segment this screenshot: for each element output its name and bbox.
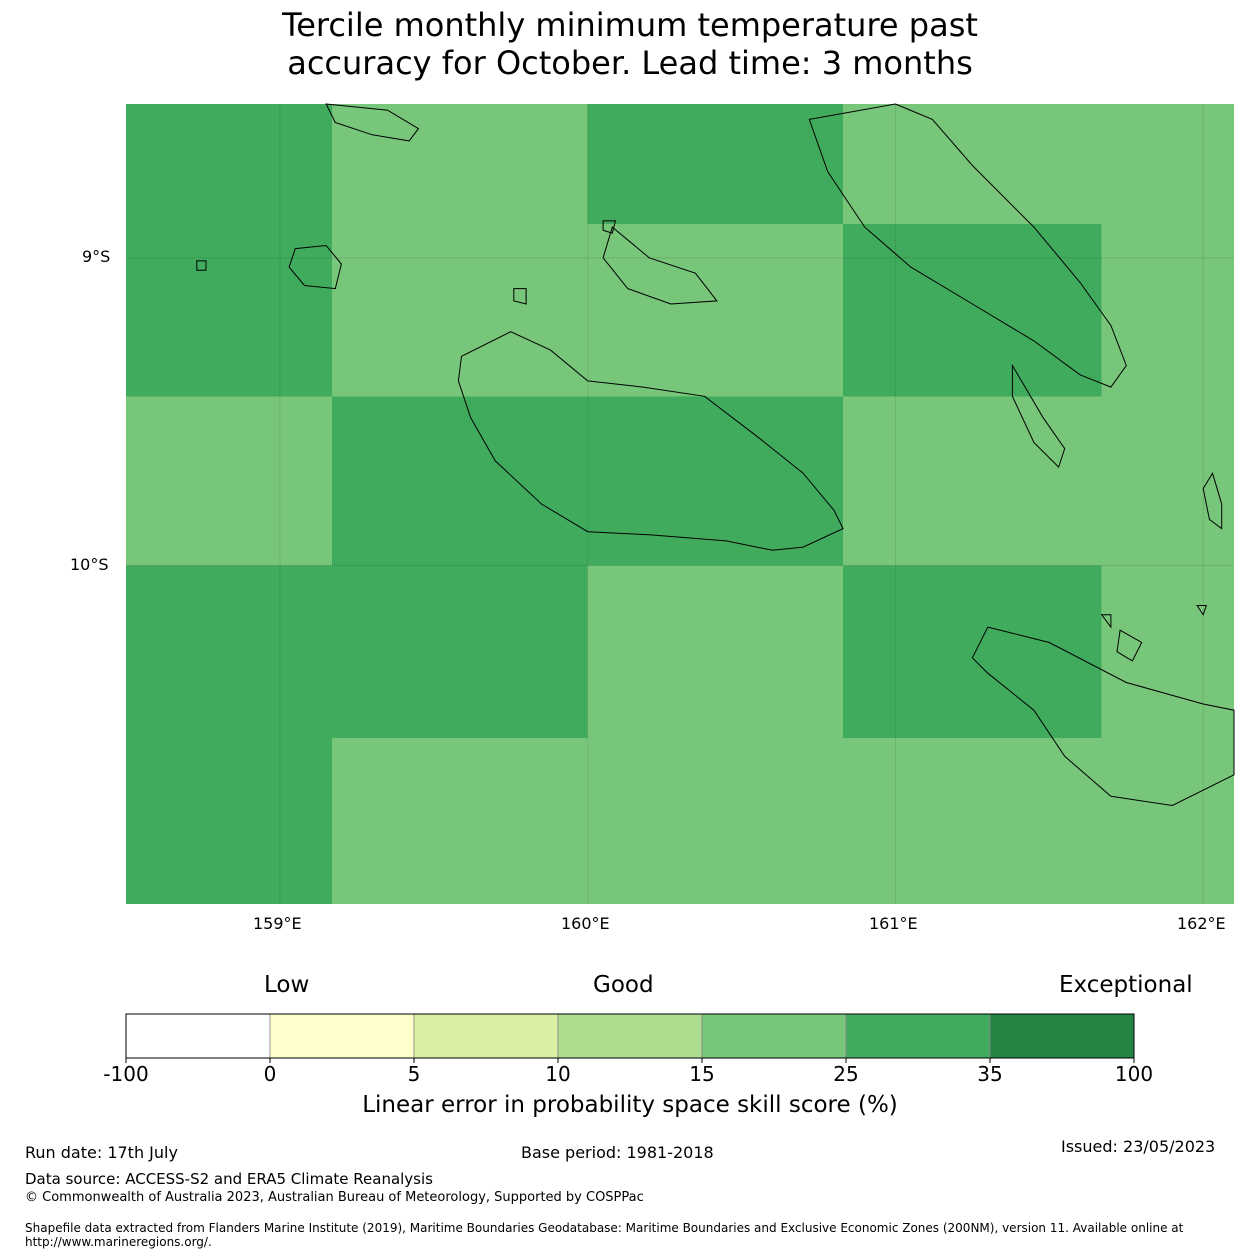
- colorbar-tick: 25: [833, 1062, 859, 1086]
- skill-cell: [126, 396, 333, 566]
- colorbar-tick: 0: [263, 1062, 277, 1086]
- data-source: Data source: ACCESS-S2 and ERA5 Climate …: [25, 1170, 433, 1188]
- issued-date: Issued: 23/05/2023: [1061, 1137, 1216, 1156]
- colorbar-tick: 15: [689, 1062, 715, 1086]
- lon-label-162e: 162°E: [1177, 914, 1226, 933]
- colorbar-tick: -100: [103, 1062, 149, 1086]
- colorbar-header-low: Low: [264, 972, 310, 998]
- island-outline: [1116, 629, 1143, 662]
- island-outline: [457, 331, 844, 551]
- skill-cell: [332, 737, 1234, 904]
- skill-cell: [587, 224, 844, 243]
- skill-cell: [843, 224, 1102, 397]
- colorbar-tick: 35: [977, 1062, 1003, 1086]
- island-outline: [325, 103, 420, 142]
- skill-cell: [1101, 565, 1234, 738]
- map-title: Tercile monthly minimum temperature past…: [0, 6, 1260, 82]
- island-outline: [971, 626, 1235, 807]
- colorbar-swatch: [269, 1013, 415, 1059]
- skill-cell: [126, 565, 588, 738]
- skill-cell: [1101, 224, 1234, 397]
- skill-cell: [587, 565, 844, 738]
- island-outline: [1100, 614, 1112, 629]
- skill-cell: [843, 396, 1234, 566]
- island-outline: [602, 220, 617, 234]
- colorbar-tick: 5: [407, 1062, 421, 1086]
- skill-cell: [126, 737, 333, 904]
- colorbar-swatch: [413, 1013, 559, 1059]
- skill-cell: [332, 242, 844, 397]
- colorbar: [125, 1013, 1135, 1063]
- skill-cell: [843, 565, 1102, 738]
- island-outline: [288, 244, 342, 290]
- lon-label-160e: 160°E: [561, 914, 610, 933]
- colorbar-header-good: Good: [593, 972, 654, 998]
- colorbar-swatch: [989, 1013, 1135, 1059]
- lat-label-9s: 9°S: [82, 247, 111, 266]
- copyright: © Commonwealth of Australia 2023, Austra…: [25, 1190, 644, 1205]
- title-line-1: Tercile monthly minimum temperature past: [282, 6, 978, 44]
- island-outline: [1202, 471, 1223, 530]
- title-line-2: accuracy for October. Lead time: 3 month…: [287, 44, 973, 82]
- colorbar-swatch: [701, 1013, 847, 1059]
- graticule: [126, 104, 1234, 904]
- shapefile-credit: Shapefile data extracted from Flanders M…: [25, 1221, 1184, 1249]
- colorbar-tick: 100: [1114, 1062, 1154, 1086]
- skill-cell: [126, 242, 333, 397]
- lon-label-159e: 159°E: [253, 914, 302, 933]
- skill-cell: [332, 104, 588, 243]
- island-outline: [602, 226, 718, 305]
- island-outline: [1011, 363, 1066, 469]
- island-outline: [513, 288, 527, 305]
- skill-cell: [332, 396, 844, 566]
- lon-label-161e: 161°E: [869, 914, 918, 933]
- skill-cell: [587, 104, 844, 224]
- base-period: Base period: 1981-2018: [521, 1143, 714, 1162]
- skill-cells: [126, 104, 1234, 904]
- colorbar-label: Linear error in probability space skill …: [362, 1092, 898, 1118]
- island-outline: [196, 260, 207, 271]
- island-outline: [1196, 605, 1207, 616]
- colorbar-header-exceptional: Exceptional: [1059, 972, 1193, 998]
- colorbar-swatch: [557, 1013, 703, 1059]
- island-outline: [808, 103, 1127, 388]
- coastlines: [196, 103, 1235, 807]
- colorbar-swatch: [125, 1013, 271, 1059]
- colorbar-tick: 10: [545, 1062, 571, 1086]
- colorbar-frame: [125, 1013, 1135, 1059]
- colorbar-swatch: [845, 1013, 991, 1059]
- skill-cell: [126, 104, 333, 243]
- run-date: Run date: 17th July: [25, 1143, 178, 1162]
- lat-label-10s: 10°S: [70, 555, 109, 574]
- skill-cell: [843, 104, 1234, 224]
